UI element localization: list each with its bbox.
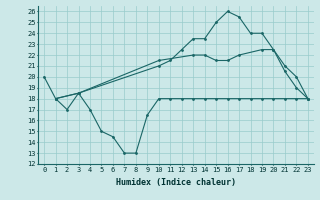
X-axis label: Humidex (Indice chaleur): Humidex (Indice chaleur)	[116, 178, 236, 187]
